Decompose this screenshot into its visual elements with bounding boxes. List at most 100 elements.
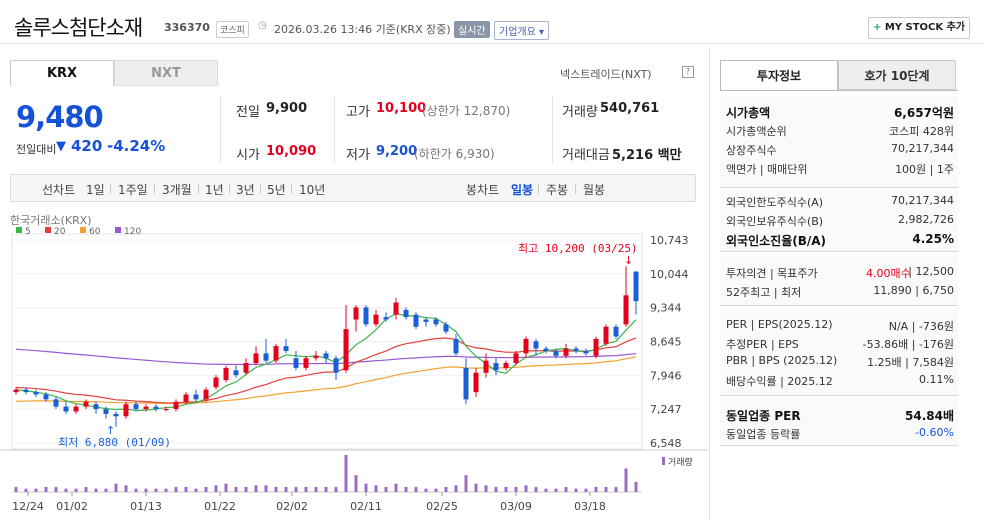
nxt-link[interactable]: 넥스트레이드(NXT) bbox=[560, 68, 652, 81]
legend-swatch bbox=[45, 227, 51, 233]
range-10y[interactable]: 10년 bbox=[299, 183, 326, 197]
tab-nxt[interactable]: NXT bbox=[114, 60, 218, 86]
range-1y[interactable]: 1년 bbox=[205, 183, 224, 197]
x-tick-label: 03/09 bbox=[500, 500, 532, 513]
candle-body bbox=[333, 358, 339, 373]
volume-bar bbox=[504, 486, 508, 492]
volume-bar bbox=[364, 483, 368, 492]
candle-body bbox=[13, 389, 19, 393]
period-weekly[interactable]: 주봉 bbox=[546, 183, 569, 197]
candle-body bbox=[103, 409, 109, 414]
target-price: | 12,500 bbox=[908, 265, 954, 278]
candle-body bbox=[413, 314, 419, 327]
volume-bar bbox=[114, 483, 118, 492]
candle-body bbox=[483, 360, 489, 373]
volume-label: 거래량 bbox=[562, 105, 598, 120]
info-label: 동일업종 PER bbox=[726, 409, 801, 423]
divider bbox=[334, 96, 335, 164]
range-5y[interactable]: 5년 bbox=[267, 183, 286, 197]
volume-bar bbox=[244, 486, 248, 492]
volume-bar bbox=[94, 488, 98, 492]
info-section bbox=[720, 310, 958, 396]
x-tick-label: 12/24 bbox=[12, 500, 44, 513]
tab-krx[interactable]: KRX bbox=[10, 60, 114, 86]
legend-swatch bbox=[16, 227, 22, 233]
candle-body bbox=[633, 271, 639, 302]
candle-body bbox=[223, 367, 229, 380]
candle-body bbox=[203, 389, 209, 400]
candle-body bbox=[153, 406, 159, 410]
candle-body bbox=[173, 401, 179, 410]
candle-body bbox=[573, 348, 579, 351]
volume-bar bbox=[324, 486, 328, 492]
market-badge: 코스피 bbox=[216, 21, 249, 38]
volume-bar bbox=[344, 455, 348, 492]
volume-bar bbox=[24, 488, 28, 492]
volume-value: 540,761 bbox=[600, 101, 660, 116]
info-value: 100원 | 1주 bbox=[895, 163, 954, 176]
candle-body bbox=[433, 319, 439, 325]
price-chart[interactable]: 10,743 10,044 9,344 8,645 7,946 7,247 6,548 한국거… bbox=[0, 210, 708, 520]
divider bbox=[229, 184, 230, 194]
amount-value: 5,216 백만 bbox=[612, 148, 682, 163]
up-arrow-icon: ↑ bbox=[106, 424, 115, 437]
candle-chart-toggle[interactable]: 봉차트 bbox=[466, 183, 500, 197]
candle-body bbox=[423, 319, 429, 322]
upper-limit: (상한가 12,870) bbox=[422, 104, 511, 118]
candle-body bbox=[443, 324, 449, 332]
period-daily[interactable]: 일봉 bbox=[511, 183, 534, 197]
my-stock-add-button[interactable]: + MY STOCK 추가 bbox=[868, 17, 970, 39]
info-label: 투자의견 | 목표주가 bbox=[726, 267, 818, 280]
volume-bar bbox=[234, 486, 238, 492]
low-label: 저가 bbox=[346, 148, 370, 163]
company-info-dropdown[interactable]: 기업개요 ▾ bbox=[494, 21, 550, 40]
info-label: 액면가 | 매매단위 bbox=[726, 163, 808, 176]
candle-body bbox=[353, 307, 359, 320]
info-value: 70,217,344 bbox=[891, 194, 954, 207]
volume-legend-swatch bbox=[662, 457, 665, 465]
candle-body bbox=[583, 350, 589, 354]
candle-body bbox=[463, 367, 469, 400]
y-tick-label: 7,946 bbox=[650, 369, 682, 382]
volume-bar bbox=[564, 486, 568, 492]
candle-body bbox=[213, 377, 219, 388]
y-tick-label: 8,645 bbox=[650, 336, 682, 349]
volume-bar bbox=[334, 486, 338, 492]
info-section bbox=[720, 398, 958, 446]
candle-body bbox=[293, 358, 299, 368]
info-value: 0.11% bbox=[919, 373, 954, 386]
candle-body bbox=[513, 353, 519, 364]
x-tick-label: 01/02 bbox=[56, 500, 88, 513]
info-label: PBR | BPS (2025.12) bbox=[726, 354, 838, 367]
candle-body bbox=[553, 350, 559, 356]
line-chart-toggle[interactable]: 선차트 bbox=[42, 183, 76, 197]
range-3m[interactable]: 3개월 bbox=[162, 183, 192, 197]
volume-bar bbox=[14, 486, 18, 492]
tab-investment-info[interactable]: 투자정보 bbox=[720, 60, 838, 90]
volume-bar bbox=[44, 486, 48, 492]
current-price: 9,480 bbox=[16, 100, 104, 134]
candle-body bbox=[53, 399, 59, 407]
volume-bar bbox=[494, 486, 498, 492]
info-value: 6,657억원 bbox=[893, 106, 954, 120]
chart-source-label: 한국거래소(KRX) bbox=[10, 214, 92, 227]
volume-bar bbox=[354, 475, 358, 492]
candle-body bbox=[303, 358, 309, 368]
tab-orderbook-10[interactable]: 호가 10단계 bbox=[838, 60, 956, 90]
help-icon[interactable]: ? bbox=[682, 66, 694, 78]
info-section bbox=[720, 256, 958, 306]
volume-bar bbox=[274, 486, 278, 492]
range-1w[interactable]: 1주일 bbox=[118, 183, 148, 197]
panel-divider bbox=[709, 48, 710, 520]
range-3y[interactable]: 3년 bbox=[236, 183, 255, 197]
candle-body bbox=[563, 348, 569, 356]
range-1d[interactable]: 1일 bbox=[86, 183, 105, 197]
high-value: 10,100 bbox=[376, 101, 427, 116]
info-value: N/A | -736원 bbox=[888, 320, 954, 333]
period-monthly[interactable]: 월봉 bbox=[583, 183, 606, 197]
volume-bar bbox=[64, 488, 68, 492]
volume-bar bbox=[294, 486, 298, 492]
volume-bar bbox=[304, 486, 308, 492]
volume-bar bbox=[544, 488, 548, 492]
info-label: 추정PER | EPS bbox=[726, 338, 799, 351]
